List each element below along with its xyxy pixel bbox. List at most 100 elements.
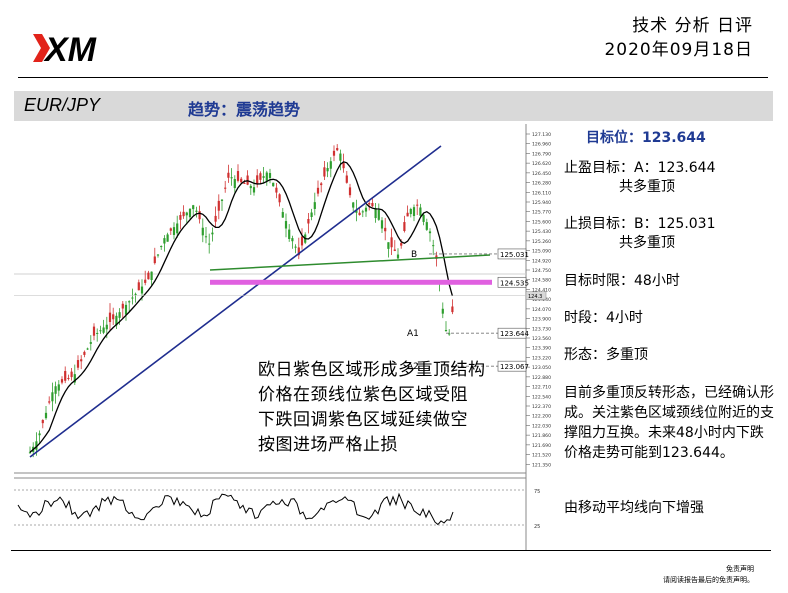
candle-body [240,178,243,183]
candle-body [147,272,150,280]
level-tag-box [497,248,527,260]
candle-body [256,175,259,184]
candle-body [310,212,313,217]
current-price-tag: 124.3 [528,294,542,300]
candle-body [278,194,281,203]
y-tick-label: 123.390 [532,346,551,352]
candle-body [233,179,236,188]
candle-body [163,238,166,244]
price-levels: B 125.031 124.535 A1 123.644 A2 123.067 124.3 [14,248,547,372]
chart-svg: 127.130 126.960 126.790 126.620 126.450 126.2… [14,124,554,550]
y-tick-label: 123.560 [532,336,551,342]
candle-body [198,211,201,220]
candle-body [355,209,358,213]
candle-body [134,293,137,295]
oscillator-line [17,492,454,526]
chart-annotations: 欧日紫色区域形成多重顶结构价格在颈线位紫色区域受阻下跌回调紫色区域延续做空按图进… [258,360,485,455]
candle-body [272,182,275,187]
candle-body [412,207,416,217]
candle-body [281,212,284,218]
pattern: 形态：多重顶 [564,347,648,363]
y-tick-label: 122.370 [532,404,551,410]
candle-body [28,452,32,454]
candle-body [48,401,51,403]
candle-body [99,330,102,332]
candle-body [204,236,208,238]
candle-body [35,441,38,450]
candle-body [160,246,163,248]
candle-body [374,208,377,219]
candle-body [64,371,67,381]
y-tick-label: 124.920 [532,258,551,264]
candle-body [188,208,192,218]
candle-body [51,392,54,402]
candle-body [252,187,256,193]
candle-body [224,187,227,189]
candle-body [345,175,348,183]
candle-body [288,229,291,240]
candle-body [400,243,403,246]
candle-body [262,176,265,178]
level-tag-box [497,360,527,372]
candle-body [348,187,352,196]
candle-body [403,222,406,232]
candle-body [150,271,153,281]
candle-body [131,297,134,299]
candle-body [361,211,364,213]
time-limit: 目标时限：48小时 [564,273,680,289]
candle-body [73,374,76,383]
candle-body [60,379,64,383]
candle-body [166,234,169,242]
candle-body [352,202,355,208]
y-tick-label: 126.450 [532,171,551,177]
annotation-line-3: 下跌回调紫色区域延续做空 [258,410,468,430]
candle-body [243,182,246,184]
candle-body [313,202,316,209]
candle-body [409,208,412,215]
candle-body [214,215,217,222]
candle-body [316,187,320,194]
candle-body [390,237,393,248]
candle-body [236,171,240,181]
level-tag-box [497,276,527,288]
annotation-line-4: 按图进场严格止损 [258,435,398,455]
candle-body [115,315,118,326]
analysis-text: 目前多重顶反转形态，已经确认形成。关注紫色区域颈线位附近的支撑阻力互换。未来48… [564,385,774,461]
candle-body [422,214,425,222]
candle-body [44,412,48,419]
candle-body [329,161,332,169]
candle-body [156,254,160,256]
candle-body [419,207,422,216]
candle-body [294,246,297,248]
candle-body [297,247,300,256]
candle-body [336,148,339,151]
y-tick-label: 122.710 [532,385,551,391]
candle-body [396,254,400,259]
candle-body [387,242,390,249]
y-tick-label: 125.770 [532,210,551,216]
stop-loss-line2: 共多重顶 [619,235,675,251]
candle-body [201,227,204,236]
y-tick-labels: 127.130 126.960 126.790 126.620 126.450 126.2… [526,132,551,468]
candle-body [195,210,198,212]
candle-body [416,204,419,206]
y-tick-label: 126.110 [532,190,551,196]
currency-pair: EUR/JPY [24,95,101,115]
y-tick-label: 121.860 [532,433,551,439]
disclaimer-text: 请阅读报告最后的免责声明。 [663,576,754,584]
header-divider [18,77,768,78]
candle-body [230,177,233,179]
candle-body [70,371,73,378]
moving-average-line [29,161,454,453]
y-tick-label: 123.900 [532,317,551,323]
y-tick-label: 123.220 [532,355,551,361]
candle-body [323,167,326,177]
osc-tick-75: 75 [534,489,540,495]
y-tick-label: 124.240 [532,297,551,303]
level-label-A1: A1 [407,329,419,339]
candle-body [358,212,361,216]
candle-body [393,249,396,251]
candle-body [80,359,83,362]
candle-body [259,173,262,180]
candle-body [384,227,387,232]
